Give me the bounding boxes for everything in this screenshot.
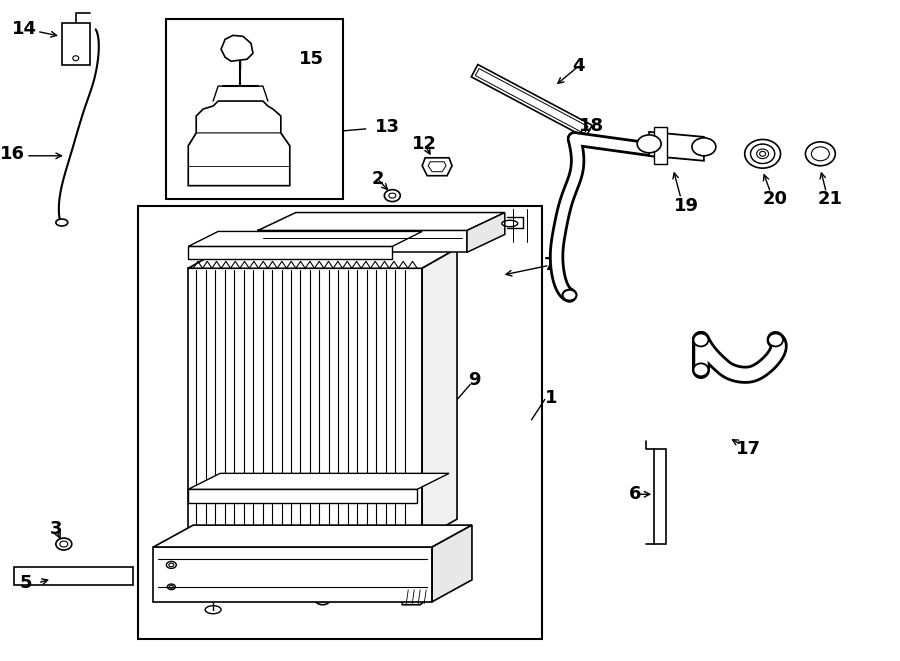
Text: 17: 17 bbox=[736, 440, 761, 459]
Polygon shape bbox=[432, 525, 472, 602]
Ellipse shape bbox=[744, 139, 780, 168]
Polygon shape bbox=[153, 525, 472, 547]
Polygon shape bbox=[139, 206, 542, 639]
Polygon shape bbox=[188, 247, 392, 259]
Polygon shape bbox=[467, 213, 505, 253]
Text: 10: 10 bbox=[442, 547, 466, 565]
Ellipse shape bbox=[768, 334, 783, 346]
Polygon shape bbox=[188, 489, 418, 503]
Text: 2: 2 bbox=[371, 170, 383, 188]
Text: 4: 4 bbox=[572, 58, 585, 75]
Polygon shape bbox=[654, 449, 666, 544]
Text: 12: 12 bbox=[411, 135, 436, 153]
Polygon shape bbox=[62, 23, 90, 65]
Bar bbox=[472, 65, 592, 137]
Ellipse shape bbox=[806, 142, 835, 166]
Polygon shape bbox=[14, 567, 133, 585]
Text: 5: 5 bbox=[20, 574, 32, 592]
Text: 7: 7 bbox=[544, 256, 556, 274]
Text: 16: 16 bbox=[0, 145, 24, 163]
Polygon shape bbox=[428, 162, 446, 172]
Ellipse shape bbox=[56, 219, 68, 226]
Ellipse shape bbox=[562, 290, 577, 301]
Polygon shape bbox=[188, 249, 457, 268]
Polygon shape bbox=[221, 35, 253, 61]
Text: 19: 19 bbox=[673, 196, 698, 215]
Ellipse shape bbox=[751, 144, 775, 163]
Polygon shape bbox=[258, 213, 505, 231]
Polygon shape bbox=[188, 268, 422, 539]
Polygon shape bbox=[258, 231, 467, 253]
Text: 6: 6 bbox=[629, 485, 642, 503]
Polygon shape bbox=[649, 132, 704, 161]
Polygon shape bbox=[153, 547, 432, 602]
Ellipse shape bbox=[693, 334, 708, 346]
Polygon shape bbox=[402, 589, 432, 605]
Ellipse shape bbox=[751, 144, 775, 163]
Ellipse shape bbox=[812, 147, 829, 161]
Text: 1: 1 bbox=[545, 389, 558, 407]
Bar bbox=[475, 69, 588, 134]
Ellipse shape bbox=[757, 149, 769, 159]
Ellipse shape bbox=[692, 138, 716, 156]
Polygon shape bbox=[422, 158, 452, 176]
Text: 11: 11 bbox=[298, 563, 323, 581]
Polygon shape bbox=[166, 19, 343, 198]
Text: 14: 14 bbox=[12, 20, 37, 38]
Text: 15: 15 bbox=[299, 50, 324, 68]
Text: 3: 3 bbox=[50, 520, 62, 538]
Text: 13: 13 bbox=[375, 118, 401, 136]
Text: 21: 21 bbox=[818, 190, 842, 208]
Polygon shape bbox=[422, 249, 457, 539]
Ellipse shape bbox=[637, 135, 662, 153]
Polygon shape bbox=[188, 231, 422, 247]
Polygon shape bbox=[188, 101, 290, 186]
Ellipse shape bbox=[693, 364, 708, 376]
Polygon shape bbox=[188, 473, 449, 489]
Polygon shape bbox=[654, 127, 667, 164]
Text: 20: 20 bbox=[763, 190, 788, 208]
Text: 18: 18 bbox=[579, 117, 604, 135]
Text: 8: 8 bbox=[180, 563, 193, 581]
Text: 9: 9 bbox=[468, 371, 481, 389]
